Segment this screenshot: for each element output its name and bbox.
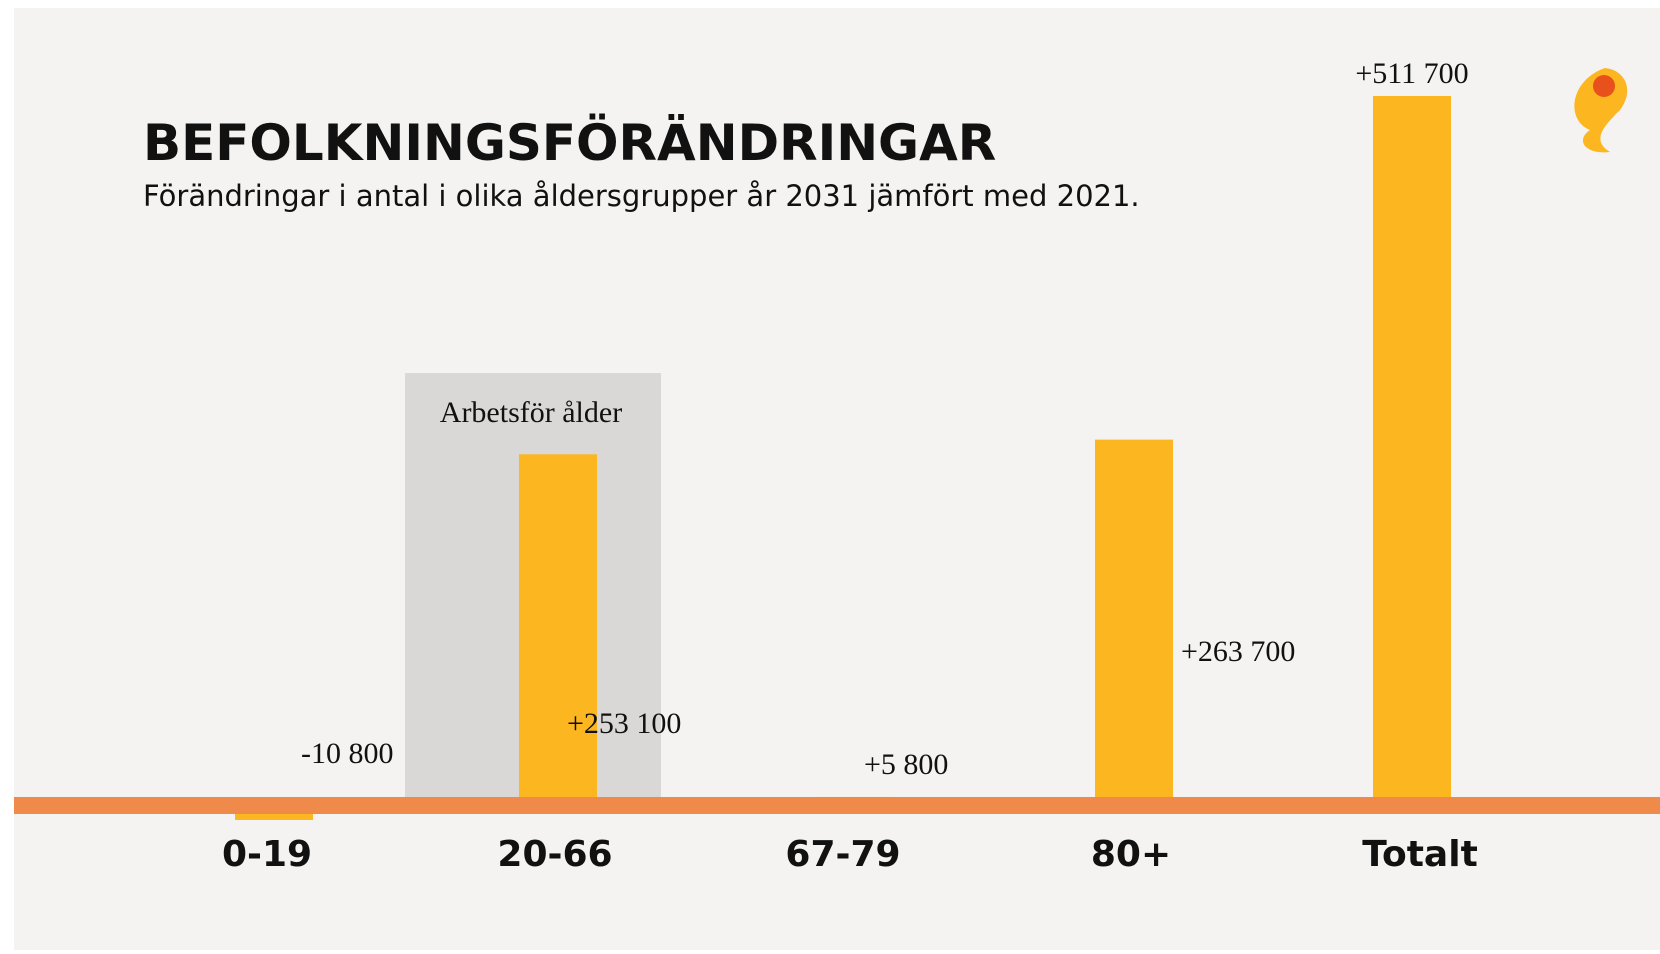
x-tick-label: Totalt bbox=[1362, 834, 1478, 875]
logo bbox=[1574, 68, 1628, 153]
x-tick-label: 0-19 bbox=[222, 834, 312, 875]
value-label: +511 700 bbox=[1355, 57, 1468, 90]
annotation: Arbetsför ålder bbox=[440, 396, 622, 429]
value-label: +253 100 bbox=[567, 707, 681, 740]
bar bbox=[519, 454, 597, 805]
value-label: +5 800 bbox=[864, 748, 948, 781]
x-tick-label: 80+ bbox=[1091, 834, 1171, 875]
chart-title: BEFOLKNINGSFÖRÄNDRINGAR bbox=[143, 113, 996, 172]
baseline bbox=[14, 797, 1660, 814]
bar bbox=[1095, 439, 1173, 805]
bar bbox=[1373, 96, 1451, 805]
logo-dot bbox=[1593, 75, 1615, 97]
x-tick-label: 67-79 bbox=[785, 834, 900, 875]
value-label: +263 700 bbox=[1181, 635, 1295, 668]
x-tick-label: 20-66 bbox=[497, 834, 612, 875]
chart-subtitle: Förändringar i antal i olika åldersgrupp… bbox=[143, 179, 1140, 213]
value-label: -10 800 bbox=[301, 737, 394, 770]
labels: 0-19 -10 800 20-66 +253 100 67-79 +5 800 80+ +2… bbox=[222, 57, 1478, 875]
